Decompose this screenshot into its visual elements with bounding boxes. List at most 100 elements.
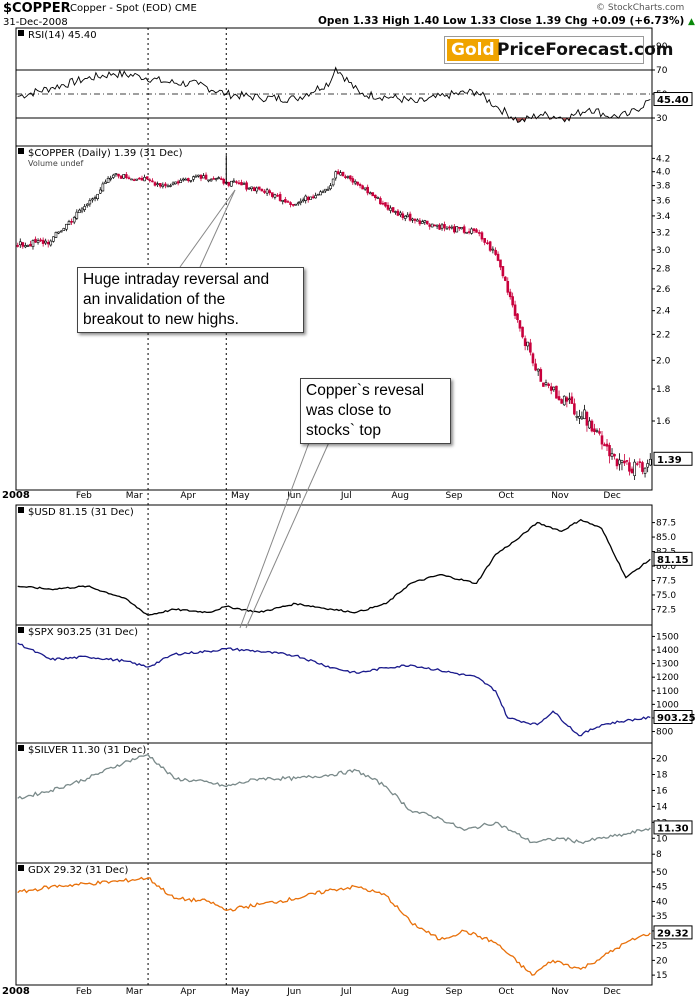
chart-date: 31-Dec-2008 <box>3 17 68 28</box>
copper-candle-body <box>440 224 444 229</box>
copper-candle-body <box>349 175 352 180</box>
copper-tick-3_8: 3.8 <box>656 182 671 192</box>
spx-last-label: 903.25 <box>657 713 696 724</box>
spx-last-box <box>653 710 693 725</box>
copper-candle-body <box>460 227 464 230</box>
gdx-tick-40: 40 <box>656 897 668 907</box>
copper-candle-body <box>222 178 226 184</box>
copper-candle-body <box>496 253 500 261</box>
panel-frame-spx <box>15 624 653 744</box>
rsi-last-box <box>653 92 693 107</box>
copper-candle-body <box>199 174 203 179</box>
copper-candle-body <box>560 399 563 404</box>
spx-tick-1200: 1200 <box>656 673 679 683</box>
copper-candle-body <box>529 342 532 353</box>
copper-candle-body <box>294 203 298 206</box>
copper-candle-body <box>391 207 395 213</box>
copper-candle-body <box>443 224 446 229</box>
copper-candle-body <box>583 409 586 419</box>
copper-candle-body <box>374 194 377 198</box>
copper-candle-body <box>578 415 581 419</box>
copper-tick-3: 3.0 <box>656 246 671 256</box>
copper-candle-body <box>145 176 149 180</box>
month-label-feb-axis-bottom: Feb <box>76 987 92 997</box>
copper-candle-body <box>271 192 274 197</box>
copper-candle-body <box>361 185 364 190</box>
annotation-stocks-pointer <box>239 439 311 629</box>
copper-tick-3_4: 3.4 <box>656 212 671 222</box>
month-label-may-axis-bottom: May <box>231 987 250 997</box>
annotation-reversal: Huge intraday reversal and an invalidati… <box>77 267 304 333</box>
month-label-may-axis-top: May <box>231 491 250 501</box>
copper-candle-body <box>240 182 243 186</box>
copper-candle-body <box>281 199 285 202</box>
silver-tick-18: 18 <box>656 771 668 781</box>
copper-tick-2_4: 2.4 <box>656 307 671 317</box>
usd-tick-77_5: 77.5 <box>656 576 676 586</box>
silver-title: $SILVER 11.30 (31 Dec) <box>28 745 146 756</box>
copper-candle-body <box>59 230 63 233</box>
copper-candle-body <box>189 179 193 182</box>
copper-candle-body <box>605 443 609 447</box>
month-label-jul-axis-top: Jul <box>340 491 352 501</box>
copper-candle-body <box>265 189 269 194</box>
copper-candle-body <box>112 174 115 178</box>
copper-candle-body <box>31 240 35 247</box>
copper-candle-body <box>570 396 574 404</box>
copper-candle-body <box>296 202 300 205</box>
month-label-jun-axis-top: Jun <box>286 491 301 501</box>
copper-candle-body <box>504 276 507 281</box>
copper-candle-body <box>399 212 402 216</box>
copper-candle-body <box>403 215 407 219</box>
copper-candle-body <box>230 180 233 187</box>
copper-candle-body <box>477 232 481 234</box>
copper-candle-body <box>67 221 71 225</box>
month-label-sep-axis-top: Sep <box>446 491 463 501</box>
copper-candle-body <box>217 177 220 179</box>
copper-candle-body <box>304 195 308 201</box>
copper-candle-body <box>356 181 359 185</box>
copper-candle-body <box>620 459 624 463</box>
copper-last-label: 1.39 <box>657 455 682 466</box>
copper-candle-body <box>143 177 146 182</box>
copper-candle-body <box>72 217 76 223</box>
copper-candle-body <box>91 198 94 201</box>
copper-candle-body <box>455 226 459 233</box>
copper-candle-body <box>557 396 561 401</box>
month-label-mar-axis-top: Mar <box>126 491 143 501</box>
copper-candle-body <box>428 224 432 227</box>
copper-candle-body <box>232 180 236 183</box>
gdx-tick-50: 50 <box>656 868 668 878</box>
copper-candle-body <box>207 179 210 182</box>
copper-candle-body <box>448 226 451 229</box>
copper-candle-body <box>284 199 287 203</box>
copper-candle-body <box>39 239 42 242</box>
copper-candle-body <box>445 227 449 230</box>
annotation-reversal-pointer <box>179 189 236 268</box>
copper-candle-body <box>555 385 558 399</box>
month-label-oct-axis-top: Oct <box>498 491 514 501</box>
copper-candle-body <box>179 179 182 183</box>
copper-candle-body <box>416 219 419 222</box>
copper-candle-body <box>585 411 589 426</box>
ohlc-text: Open 1.33 High 1.40 Low 1.33 Close 1.39 … <box>318 15 685 27</box>
gdx-tick-20: 20 <box>656 956 668 966</box>
month-label-aug-axis-top: Aug <box>391 491 409 501</box>
gdx-tick-45: 45 <box>656 883 667 893</box>
copper-candle-body <box>309 196 312 200</box>
copper-candle-body <box>411 218 414 221</box>
copper-candle-body <box>109 177 113 180</box>
month-label-feb-axis-top: Feb <box>76 491 92 501</box>
rsi-line <box>17 66 651 123</box>
copper-candle-body <box>638 461 642 463</box>
copper-candle-body <box>252 187 256 191</box>
annotation-reversal-pointer <box>199 189 236 268</box>
panel-frame-copper <box>15 145 653 491</box>
copper-tick-4_2: 4.2 <box>656 154 670 164</box>
rsi-tick-30: 30 <box>656 114 668 124</box>
copper-candle-body <box>242 183 246 185</box>
copper-candle-body <box>346 176 350 178</box>
copper-candle-body <box>174 181 177 185</box>
copper-candle-body <box>278 194 282 201</box>
